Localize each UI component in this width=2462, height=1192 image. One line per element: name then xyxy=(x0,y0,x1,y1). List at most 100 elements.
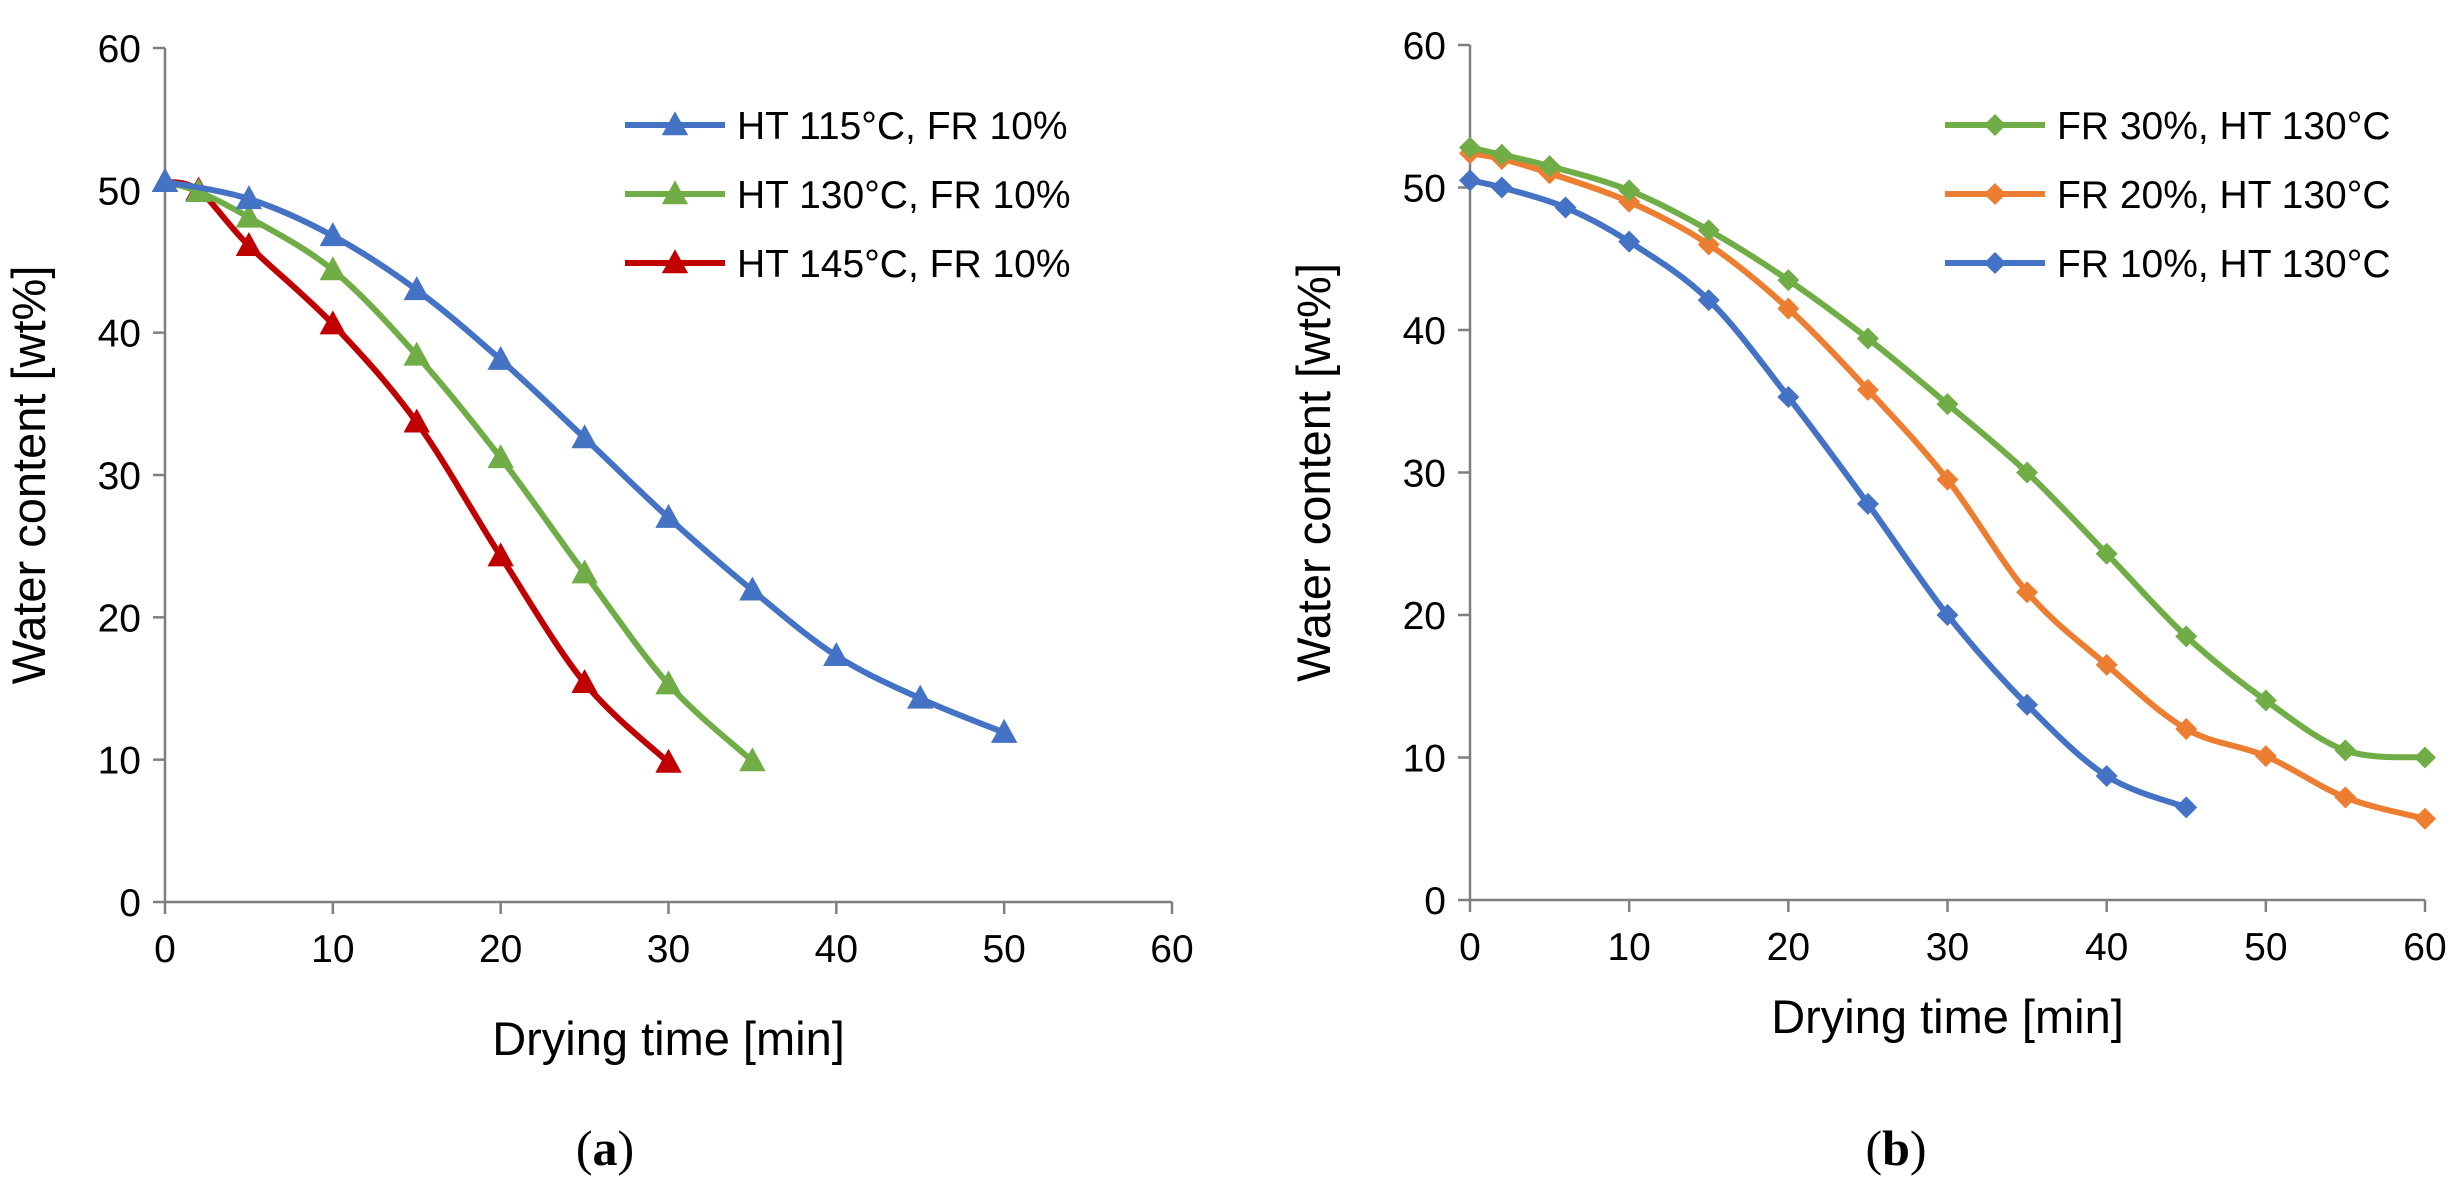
data-point xyxy=(1459,136,1481,159)
data-point xyxy=(403,276,430,301)
data-point xyxy=(1777,297,1800,320)
panel-caption: (b) xyxy=(1865,1120,1926,1176)
series-line xyxy=(1467,144,2428,761)
legend-label: FR 30%, HT 130°C xyxy=(2057,105,2391,148)
legend-marker xyxy=(1984,114,2006,136)
data-point xyxy=(319,222,347,247)
data-point xyxy=(403,341,430,366)
y-tick-label: 20 xyxy=(1403,595,1446,638)
x-tick-label: 60 xyxy=(2403,926,2446,969)
data-point xyxy=(1856,378,1879,401)
data-point xyxy=(235,185,263,210)
x-tick-label: 40 xyxy=(2085,926,2128,969)
data-point xyxy=(1490,143,1513,166)
data-point xyxy=(1936,604,1959,626)
data-point xyxy=(655,670,682,695)
series-line xyxy=(162,178,756,765)
y-axis-title: Water content [wt%] xyxy=(1287,263,1340,682)
legend-marker xyxy=(1984,252,2006,274)
data-point xyxy=(2175,796,2198,819)
data-point xyxy=(907,684,934,709)
y-tick-label: 20 xyxy=(98,597,141,640)
y-axis-title: Water content [wt%] xyxy=(2,266,55,685)
y-tick-label: 50 xyxy=(1403,168,1446,211)
data-point xyxy=(2016,581,2039,604)
data-point xyxy=(2175,625,2198,648)
data-point xyxy=(1936,468,1959,491)
y-tick-label: 40 xyxy=(98,313,141,356)
data-point xyxy=(1856,492,1879,515)
x-axis-title: Drying time [min] xyxy=(1771,990,2124,1043)
data-point xyxy=(151,167,179,192)
data-point xyxy=(235,203,263,228)
data-point xyxy=(1936,393,1959,416)
legend-marker xyxy=(661,180,689,205)
x-tick-label: 50 xyxy=(982,928,1025,971)
x-tick-label: 0 xyxy=(154,928,176,971)
x-tick-label: 0 xyxy=(1459,926,1481,969)
data-point xyxy=(2254,689,2277,712)
data-point xyxy=(1618,179,1641,202)
data-point xyxy=(1697,219,1720,242)
data-point xyxy=(1490,176,1513,199)
y-tick-label: 10 xyxy=(98,740,141,783)
data-point xyxy=(1777,385,1800,408)
data-point xyxy=(1554,196,1577,219)
y-tick-label: 0 xyxy=(1424,880,1446,923)
y-tick-label: 60 xyxy=(98,28,141,71)
x-axis-title: Drying time [min] xyxy=(492,1012,845,1065)
data-point xyxy=(739,576,766,601)
data-point xyxy=(319,310,347,335)
legend-marker xyxy=(661,111,689,136)
y-tick-label: 10 xyxy=(1403,738,1446,781)
data-point xyxy=(571,669,598,694)
data-point xyxy=(2414,807,2436,830)
y-tick-label: 40 xyxy=(1403,310,1446,353)
series-line xyxy=(1467,150,2428,822)
legend-label: HT 145°C, FR 10% xyxy=(737,243,1071,286)
data-point xyxy=(1618,190,1641,213)
data-point xyxy=(2095,653,2118,676)
data-point xyxy=(487,542,514,567)
data-point xyxy=(2254,745,2277,768)
data-point xyxy=(2175,718,2198,740)
y-tick-label: 50 xyxy=(98,170,141,213)
x-tick-label: 30 xyxy=(647,928,690,971)
data-point xyxy=(235,232,263,257)
x-tick-label: 10 xyxy=(311,928,354,971)
x-tick-label: 10 xyxy=(1607,926,1650,969)
data-point xyxy=(1856,327,1879,350)
data-point xyxy=(1538,155,1561,178)
legend-marker xyxy=(661,249,689,274)
data-point xyxy=(571,424,598,449)
data-point xyxy=(403,408,430,433)
x-tick-label: 50 xyxy=(2244,926,2287,969)
legend-label: FR 20%, HT 130°C xyxy=(2057,174,2391,217)
data-point xyxy=(655,748,682,773)
y-tick-label: 0 xyxy=(119,882,141,925)
series-line xyxy=(162,178,672,766)
data-point xyxy=(2016,693,2039,716)
data-point xyxy=(1777,269,1800,292)
data-point xyxy=(655,503,682,528)
data-point xyxy=(1697,233,1720,256)
data-point xyxy=(990,718,1018,743)
x-tick-label: 20 xyxy=(479,928,522,971)
legend-marker xyxy=(1984,183,2006,205)
data-point xyxy=(487,444,514,469)
data-point xyxy=(823,641,850,666)
data-point xyxy=(487,345,514,370)
x-tick-label: 40 xyxy=(815,928,858,971)
data-point xyxy=(319,256,347,281)
legend-label: HT 130°C, FR 10% xyxy=(737,174,1071,217)
data-point xyxy=(2095,765,2118,788)
chart-panel-a: 0 10 20 30 40 50 60 0 10 20 30 40 50 60 Water content … xyxy=(2,28,1194,1176)
x-tick-label: 30 xyxy=(1926,926,1969,969)
y-tick-label: 30 xyxy=(98,455,141,498)
legend-label: HT 115°C, FR 10% xyxy=(737,105,1068,148)
data-point xyxy=(2334,786,2357,809)
data-point xyxy=(1618,230,1641,253)
panel-caption: (a) xyxy=(576,1120,634,1176)
y-tick-label: 30 xyxy=(1403,453,1446,496)
